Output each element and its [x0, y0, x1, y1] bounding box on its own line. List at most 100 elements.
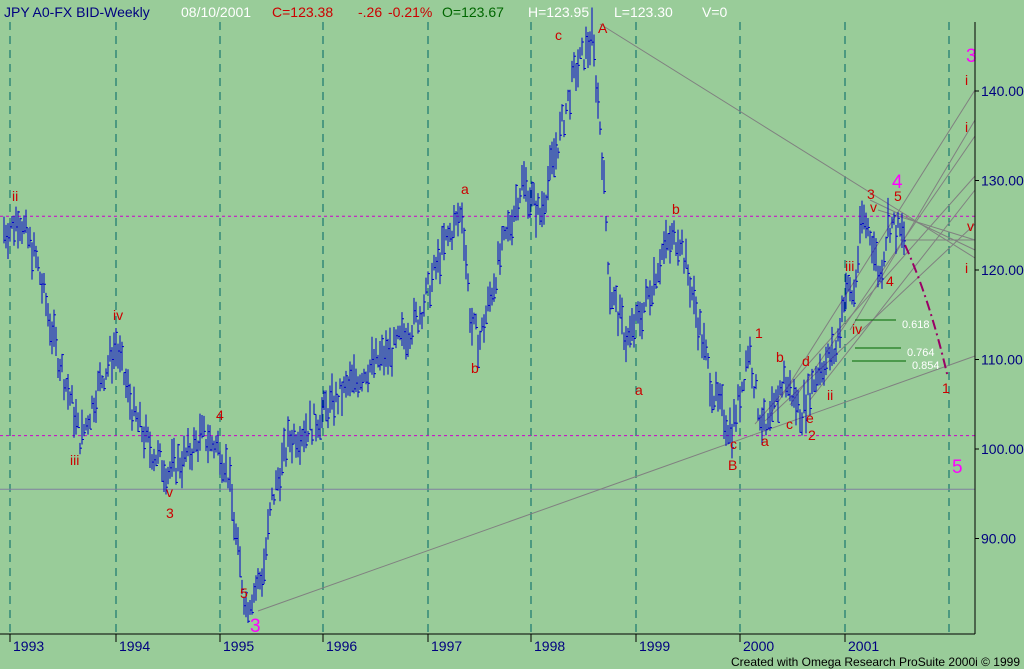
price-bar	[17, 210, 20, 249]
price-bar	[431, 262, 434, 292]
price-bar	[229, 456, 232, 492]
price-bar	[439, 252, 442, 285]
price-bar	[687, 264, 690, 286]
price-bar	[629, 315, 632, 348]
price-bar	[681, 229, 684, 255]
price-bar	[811, 368, 814, 395]
y-tick-label: 120.00	[981, 262, 1024, 278]
price-bar	[269, 502, 272, 516]
wave-label: 4	[892, 172, 903, 193]
price-bar	[293, 423, 296, 445]
wave-label: 5	[894, 188, 902, 204]
projection-path	[904, 244, 949, 379]
price-bar	[19, 217, 22, 242]
price-bar	[777, 385, 780, 423]
grid	[0, 22, 975, 632]
price-bar	[563, 120, 566, 138]
wave-label: b	[471, 360, 479, 376]
price-bar	[267, 509, 270, 540]
price-bar	[281, 442, 284, 476]
price-bar	[895, 224, 898, 254]
price-bar	[427, 271, 430, 285]
price-bar	[43, 273, 46, 294]
price-bar	[29, 226, 32, 248]
price-bar	[807, 373, 810, 396]
price-bar	[337, 394, 340, 415]
price-bar	[467, 273, 470, 292]
x-tick-label: 1994	[119, 638, 150, 654]
wave-label: v	[166, 484, 173, 500]
header-date: 08/10/2001	[181, 4, 251, 20]
price-bar	[507, 210, 510, 242]
price-bar	[581, 37, 584, 56]
price-bar	[721, 384, 724, 417]
wave-label: 1	[942, 380, 950, 396]
price-bar	[651, 285, 654, 307]
price-bar	[903, 221, 906, 255]
header-open: O=123.67	[442, 4, 504, 20]
price-bar	[437, 239, 440, 273]
price-bar	[569, 89, 572, 120]
wave-label: iv	[852, 321, 862, 337]
header-symbol: JPY A0-FX BID-Weekly	[4, 4, 150, 20]
price-bar	[749, 336, 752, 365]
price-bar	[705, 339, 708, 361]
price-bar	[853, 279, 856, 307]
price-bar	[273, 494, 276, 505]
wave-label: 4	[886, 273, 894, 289]
price-bar	[797, 389, 800, 413]
trendline	[257, 355, 976, 612]
price-bar	[601, 152, 604, 180]
wave-label: e	[806, 410, 814, 426]
price-bar	[499, 243, 502, 275]
wave-label: b	[776, 349, 784, 365]
price-bar	[373, 349, 376, 378]
price-bar	[593, 34, 596, 67]
price-bar	[769, 401, 772, 431]
wave-label: v	[967, 218, 974, 234]
price-bar	[485, 305, 488, 325]
axes: 90.00 100.00 110.00 120.00 130.00 140.00 1993 1…	[0, 22, 1024, 654]
price-bar	[597, 82, 600, 119]
header-percent: -0.21%	[388, 4, 432, 20]
price-bar	[831, 326, 834, 366]
wave-label: v	[870, 199, 877, 215]
price-bar	[739, 386, 742, 423]
price-bar	[519, 188, 522, 204]
price-bar	[327, 408, 330, 429]
price-bar	[335, 381, 338, 403]
price-bar	[131, 409, 134, 431]
price-bar	[735, 404, 738, 432]
price-bar	[443, 222, 446, 261]
price-bar	[95, 390, 98, 423]
price-bar	[783, 360, 786, 385]
price-bars	[3, 7, 906, 623]
price-bar	[693, 275, 696, 315]
price-bar	[31, 242, 34, 280]
price-bar	[835, 340, 838, 362]
price-bar	[155, 454, 158, 467]
price-bar	[423, 294, 426, 317]
price-bar	[83, 423, 86, 437]
price-bar	[559, 111, 562, 141]
price-bar	[659, 249, 662, 285]
price-bar	[621, 297, 624, 335]
x-tick-label: 2000	[743, 638, 774, 654]
x-tick-label: 1996	[326, 638, 357, 654]
price-bar	[79, 442, 82, 455]
price-bar	[543, 192, 546, 225]
price-bar	[801, 412, 804, 436]
price-bar	[881, 259, 884, 289]
price-bar	[603, 160, 606, 194]
price-bar	[71, 385, 74, 404]
price-bar	[115, 327, 118, 367]
price-bar	[731, 423, 734, 459]
price-bar	[869, 230, 872, 246]
price-bar	[709, 372, 712, 407]
wave-label: c	[555, 27, 562, 43]
price-bar	[143, 426, 146, 459]
wave-label: 3	[166, 505, 174, 521]
price-bar	[565, 103, 568, 115]
price-bar	[577, 49, 580, 88]
